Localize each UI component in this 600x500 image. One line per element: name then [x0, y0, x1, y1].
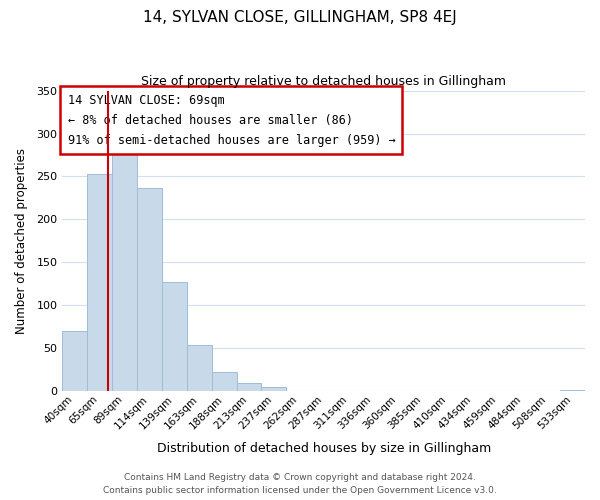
- Bar: [187, 345, 212, 392]
- Bar: [87, 174, 112, 392]
- Bar: [112, 144, 137, 392]
- Bar: [137, 188, 162, 392]
- Bar: [262, 387, 286, 392]
- Bar: [560, 390, 585, 392]
- Text: 14, SYLVAN CLOSE, GILLINGHAM, SP8 4EJ: 14, SYLVAN CLOSE, GILLINGHAM, SP8 4EJ: [143, 10, 457, 25]
- Bar: [212, 372, 236, 392]
- X-axis label: Distribution of detached houses by size in Gillingham: Distribution of detached houses by size …: [157, 442, 491, 455]
- Y-axis label: Number of detached properties: Number of detached properties: [15, 148, 28, 334]
- Text: 14 SYLVAN CLOSE: 69sqm
← 8% of detached houses are smaller (86)
91% of semi-deta: 14 SYLVAN CLOSE: 69sqm ← 8% of detached …: [68, 94, 395, 146]
- Bar: [62, 331, 87, 392]
- Bar: [236, 382, 262, 392]
- Title: Size of property relative to detached houses in Gillingham: Size of property relative to detached ho…: [141, 75, 506, 88]
- Text: Contains HM Land Registry data © Crown copyright and database right 2024.
Contai: Contains HM Land Registry data © Crown c…: [103, 474, 497, 495]
- Bar: [162, 282, 187, 392]
